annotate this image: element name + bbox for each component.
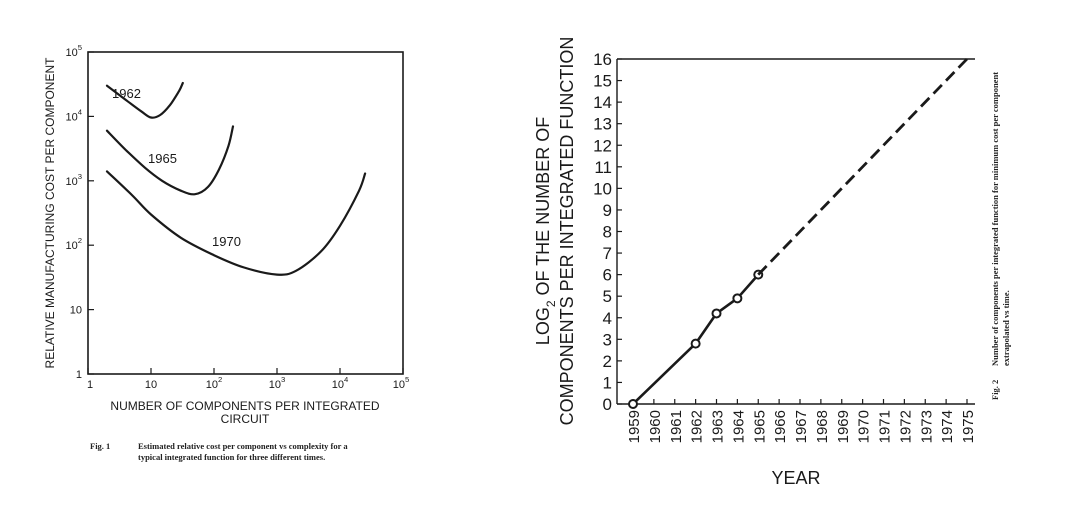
fig1-series-label-1970: 1970 (212, 234, 241, 249)
fig1-y-tick-label: 105 (65, 43, 82, 59)
fig2-y-tick-label: 8 (603, 223, 612, 242)
fig2-x-tick-label: 1973 (918, 410, 935, 443)
fig1-plot-frame (87, 51, 404, 375)
fig2-x-tick-label: 1972 (897, 410, 914, 443)
fig1-y-tick-label: 102 (65, 236, 82, 252)
fig1-x-tick-label: 1 (87, 379, 93, 391)
fig1-series-1962-line (105, 81, 184, 119)
fig1-x-axis-label: NUMBER OF COMPONENTS PER INTEGRATED (110, 399, 379, 413)
fig2-x-axis-label: YEAR (771, 468, 820, 488)
fig2-x-tick-label: 1961 (668, 410, 685, 443)
fig2-y-tick-label: 13 (593, 115, 612, 134)
fig2-x-tick-label: 1971 (877, 410, 894, 443)
fig2-x-tick-label: 1964 (730, 410, 747, 443)
fig2-y-axis-label: LOG2 OF THE NUMBER OF (533, 117, 558, 345)
fig1-series-label-1965: 1965 (148, 151, 177, 166)
fig2-y-axis-label-line2: COMPONENTS PER INTEGRATED FUNCTION (557, 37, 577, 426)
fig2-y-tick-label: 2 (603, 352, 612, 371)
fig1-y-tick-label: 104 (65, 107, 82, 123)
fig2-x-tick-label: 1963 (710, 410, 727, 443)
fig2-y-tick-label: 10 (593, 179, 612, 198)
fig2-x-tick-label: 1965 (751, 410, 768, 443)
fig2-y-tick-label: 16 (593, 50, 612, 69)
fig2-y-tick-label: 6 (603, 266, 612, 285)
fig2-data-point (628, 399, 638, 409)
fig2-y-tick-label: 14 (593, 93, 612, 112)
fig2-data-point (690, 338, 701, 349)
fig2-y-tick-label: 4 (603, 309, 612, 328)
fig1-series-1970-line (105, 170, 367, 276)
fig2-data-point (711, 308, 722, 319)
fig2-x-tick-label: 1966 (772, 410, 789, 443)
fig1-y-tick-label: 10 (70, 305, 82, 317)
fig1-x-tick-label: 103 (269, 375, 286, 391)
fig1-caption-label: Fig. 1 (90, 441, 111, 451)
fig1-x-tick-label: 10 (145, 379, 157, 391)
fig2-y-tick-label: 3 (603, 330, 612, 349)
fig1-x-tick-label: 104 (332, 375, 349, 391)
fig2-extrapolated-line (757, 58, 969, 276)
fig2-x-tick-label: 1967 (793, 410, 810, 443)
fig2-y-tick-label: 12 (593, 136, 612, 155)
fig1-y-tick-label: 1 (76, 369, 82, 381)
fig2-x-tick-label: 1970 (856, 410, 873, 443)
fig2-caption: Fig. 2 Number of components per integrate… (990, 40, 1012, 400)
fig2-x-tick-label: 1960 (647, 410, 664, 443)
fig2-y-tick-label: 0 (603, 395, 612, 414)
fig1-y-axis-label: RELATIVE MANUFACTURING COST PER COMPONEN… (43, 57, 57, 369)
fig2-x-tick-label: 1962 (689, 410, 706, 443)
fig1-y-tick-label: 103 (65, 172, 82, 188)
fig2-y-tick-label: 7 (603, 244, 612, 263)
fig2-x-tick-label: 1969 (835, 410, 852, 443)
fig1-series-label-1962: 1962 (112, 86, 141, 101)
fig1-caption-text: Estimated relative cost per component vs… (138, 441, 348, 462)
fig1-series-1965-line (105, 125, 235, 196)
fig2-x-tick-label: 1975 (960, 410, 977, 443)
fig1-x-tick-label: 105 (393, 375, 410, 391)
fig2-x-tick-label: 1974 (939, 410, 956, 443)
fig1-cost-chart: 1 10 102 103 104 105 1 10 102 103 104 105 1962 1965 19… (43, 43, 409, 426)
fig2-caption-text: Number of components per integrated func… (990, 71, 1011, 366)
fig1-x-tick-label: 102 (206, 375, 223, 391)
fig2-x-tick-label: 1968 (814, 410, 831, 443)
fig1-caption: Fig. 1 Estimated relative cost per compon… (90, 441, 390, 463)
fig2-y-tick-label: 11 (594, 158, 612, 177)
fig2-x-tick-label: 1959 (626, 410, 643, 443)
fig2-y-tick-label: 15 (593, 72, 612, 91)
fig2-data-point (732, 293, 743, 304)
fig2-y-tick-label: 9 (603, 201, 612, 220)
fig2-caption-label: Fig. 2 (990, 379, 1000, 400)
fig1-x-axis-label-line2: CIRCUIT (221, 412, 270, 426)
fig2-y-tick-label: 1 (603, 373, 612, 392)
fig2-y-tick-label: 5 (603, 287, 612, 306)
